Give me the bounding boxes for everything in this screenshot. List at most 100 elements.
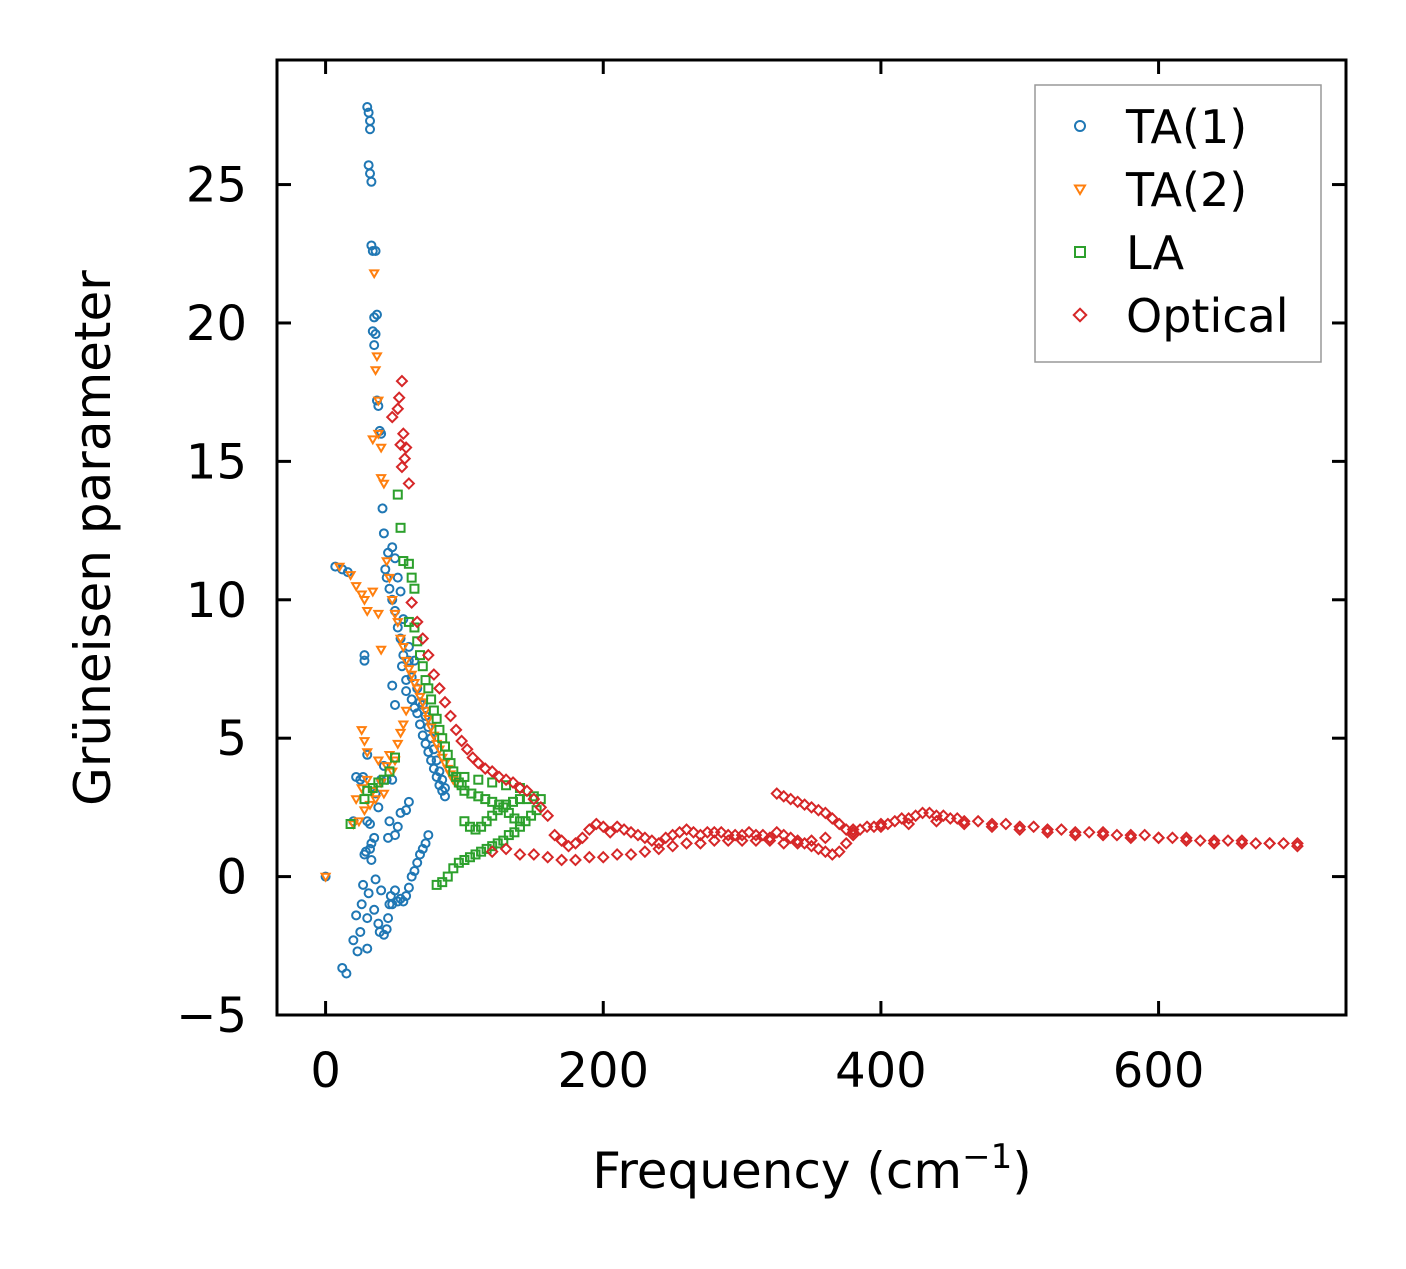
data-point bbox=[392, 821, 403, 832]
data-point bbox=[345, 819, 356, 829]
data-point bbox=[353, 817, 365, 828]
data-point bbox=[499, 842, 513, 856]
data-point bbox=[1166, 831, 1179, 845]
scatter-marks bbox=[319, 102, 1304, 979]
data-point bbox=[372, 429, 385, 440]
data-point bbox=[362, 749, 373, 760]
data-point bbox=[395, 374, 409, 388]
data-point bbox=[390, 885, 401, 896]
data-point bbox=[399, 441, 413, 454]
data-point bbox=[425, 723, 437, 734]
data-point bbox=[596, 850, 610, 864]
y-tick-label: 0 bbox=[216, 850, 247, 906]
data-point bbox=[369, 312, 380, 323]
data-point bbox=[373, 777, 384, 788]
data-point bbox=[417, 661, 428, 672]
data-point bbox=[503, 830, 514, 841]
data-point bbox=[666, 839, 680, 853]
data-point bbox=[373, 802, 384, 813]
data-point bbox=[487, 810, 498, 821]
data-point bbox=[423, 830, 434, 841]
data-point bbox=[534, 800, 548, 814]
data-point bbox=[383, 913, 394, 924]
data-point bbox=[365, 819, 376, 829]
data-point bbox=[582, 850, 596, 864]
legend-label: Optical bbox=[1126, 289, 1288, 343]
data-point bbox=[403, 665, 415, 675]
data-point bbox=[1096, 828, 1110, 842]
data-point bbox=[481, 816, 492, 827]
data-point bbox=[350, 795, 362, 806]
data-point bbox=[957, 814, 971, 828]
data-point bbox=[498, 802, 509, 813]
data-point bbox=[492, 770, 506, 784]
data-point bbox=[367, 326, 378, 337]
data-point bbox=[453, 857, 464, 868]
data-point bbox=[371, 352, 383, 363]
data-point bbox=[1013, 820, 1027, 834]
data-point bbox=[473, 791, 484, 802]
data-point bbox=[439, 791, 450, 802]
data-point bbox=[971, 814, 985, 828]
data-point bbox=[384, 816, 395, 827]
data-point bbox=[442, 871, 453, 882]
data-point bbox=[392, 572, 403, 583]
data-point bbox=[420, 738, 431, 749]
data-point bbox=[390, 752, 401, 763]
data-point bbox=[509, 813, 520, 824]
data-point bbox=[459, 785, 470, 796]
data-point bbox=[366, 854, 377, 865]
data-point bbox=[1082, 825, 1096, 839]
data-point bbox=[464, 821, 475, 832]
data-point bbox=[791, 836, 805, 850]
data-point bbox=[368, 269, 380, 280]
data-point bbox=[466, 788, 477, 799]
data-point bbox=[624, 825, 638, 839]
data-point bbox=[378, 774, 389, 785]
data-point bbox=[541, 809, 555, 823]
data-point bbox=[375, 474, 387, 484]
x-axis-label-superscript: −1 bbox=[962, 1137, 1012, 1177]
data-point bbox=[1193, 834, 1207, 848]
data-point bbox=[1263, 836, 1277, 850]
data-point bbox=[355, 590, 368, 601]
data-point bbox=[373, 401, 384, 412]
data-point bbox=[1068, 825, 1082, 839]
legend-item: TA(2) bbox=[1073, 163, 1247, 217]
data-point bbox=[372, 756, 385, 767]
data-point bbox=[784, 831, 798, 845]
data-point bbox=[369, 904, 380, 915]
data-point bbox=[421, 648, 435, 662]
data-point bbox=[428, 731, 440, 742]
data-point bbox=[548, 828, 562, 842]
data-point bbox=[367, 587, 379, 598]
data-point bbox=[319, 872, 332, 883]
data-point bbox=[1041, 823, 1054, 836]
data-point bbox=[361, 607, 373, 617]
data-point bbox=[381, 924, 392, 935]
data-point bbox=[770, 825, 784, 839]
data-point bbox=[476, 821, 487, 832]
data-point bbox=[434, 766, 445, 777]
data-point bbox=[777, 789, 791, 803]
data-point bbox=[499, 773, 513, 787]
data-point bbox=[930, 814, 943, 828]
data-point bbox=[437, 877, 448, 888]
data-point bbox=[509, 827, 520, 838]
data-point bbox=[818, 831, 832, 845]
data-point bbox=[1221, 834, 1235, 848]
data-point bbox=[401, 805, 412, 816]
data-point bbox=[638, 845, 652, 859]
data-point bbox=[365, 124, 376, 135]
data-point bbox=[476, 846, 487, 857]
data-point bbox=[520, 784, 534, 798]
data-point bbox=[406, 694, 417, 705]
data-point bbox=[1013, 823, 1027, 836]
data-point bbox=[384, 766, 395, 777]
data-point bbox=[411, 684, 423, 695]
data-point bbox=[514, 794, 525, 805]
data-point bbox=[397, 643, 410, 653]
data-point bbox=[395, 522, 406, 533]
legend-marker bbox=[1074, 120, 1086, 132]
data-point bbox=[380, 564, 391, 575]
